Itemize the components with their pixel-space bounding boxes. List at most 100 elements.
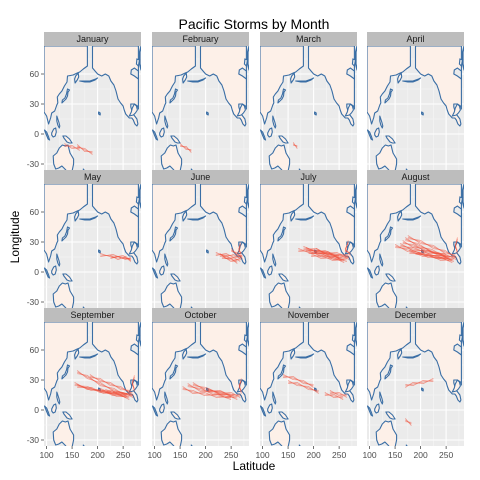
x-tick-label: 200 [307,450,321,460]
land-hawaii [206,111,209,116]
land-aleutian-arc [79,77,99,83]
land-new-zealand [82,306,85,308]
land-eurasia-landmass [260,46,304,125]
land-greenland [461,46,464,71]
land-sumatra [44,129,51,141]
water-baffin-strait [135,196,141,206]
land-new-guinea [170,273,181,282]
land-hawaii [98,249,101,254]
land-aleutian-arc [402,215,422,221]
x-tick-label: 100 [39,450,53,460]
facet-strip [260,170,357,184]
water-baffin-strait [351,58,357,68]
land-new-zealand [190,306,193,308]
land-philippines [56,391,61,405]
facet-label: November [288,310,330,320]
land-australia [160,144,183,170]
facet-grid: January -30 0 30 60 February March April May -30 0… [27,32,464,460]
land-borneo [159,127,165,138]
land-greenland [138,46,141,71]
land-kamchatka [182,348,188,360]
x-tick-label: 100 [147,450,161,460]
land-australia [375,282,398,308]
x-tick-label: 150 [281,450,295,460]
land-japan [277,226,287,242]
land-hawaii [421,111,424,116]
land-eurasia-landmass [44,184,88,263]
land-borneo [51,403,57,414]
land-japan [61,226,71,242]
basemap [152,322,249,446]
land-sumatra [152,267,159,279]
facet-strip [260,308,357,322]
land-philippines [379,115,384,129]
water-hudson-bay [130,67,139,81]
water-baffin-strait [351,196,357,206]
land-eurasia-landmass [260,184,304,263]
y-tick-label: 60 [30,345,40,355]
land-aleutian-arc [295,353,315,359]
land-aleutian-arc [79,353,99,359]
land-philippines [164,391,169,405]
land-greenland [461,322,464,347]
land-aleutian-arc [187,77,207,83]
storm-track [405,240,447,255]
chart-title: Pacific Storms by Month [179,16,330,32]
storm-track [74,385,126,398]
land-new-guinea [62,273,73,282]
land-borneo [374,265,380,276]
storm-track [407,236,456,257]
y-tick-label: 60 [30,207,40,217]
land-new-zealand [82,168,85,170]
land-japan [169,226,179,242]
land-gulf-coast [128,241,138,255]
storm-track [305,249,342,258]
storm-track [282,375,314,385]
land-philippines [164,115,169,129]
facet-panel: June [152,170,249,308]
facet-strip [260,32,357,46]
land-gulf-coast [451,103,461,117]
x-tick-label: 100 [255,450,269,460]
land-kamchatka [182,72,188,84]
water-baffin-strait [351,334,357,344]
basemap [44,322,141,446]
land-eurasia-landmass [152,322,196,401]
storm-track [64,144,80,151]
land-sumatra [260,267,267,279]
basemap [260,46,357,170]
land-gulf-coast [451,379,461,393]
facet-label: January [76,34,109,44]
land-hawaii [421,387,424,392]
water-baffin-strait [135,334,141,344]
storm-track [238,242,242,253]
storm-track [182,387,232,399]
land-new-zealand [298,306,301,308]
land-sumatra [44,267,51,279]
water-hudson-bay [346,343,355,357]
facet-panel: May -30 0 30 60 [27,170,141,308]
storm-tracks [100,253,132,262]
land-japan [277,88,287,104]
land-hawaii [314,111,317,116]
storm-track [324,393,344,400]
land-philippines [272,115,277,129]
land-sumatra [152,129,159,141]
facet-strip [152,32,249,46]
basemap [367,184,464,308]
land-greenland [246,46,249,71]
land-greenland [354,46,357,71]
facet-label: October [184,310,216,320]
land-new-zealand [405,306,408,308]
water-baffin-strait [135,58,141,68]
y-tick-label: 0 [34,129,39,139]
land-borneo [51,127,57,138]
facet-panel: November 100 150 200 250 [255,308,357,460]
land-kamchatka [290,348,296,360]
land-aleutian-arc [295,215,315,221]
y-axis-title: Longitude [8,210,22,263]
basemap [367,46,464,170]
land-new-zealand [405,168,408,170]
facet-label: February [182,34,219,44]
